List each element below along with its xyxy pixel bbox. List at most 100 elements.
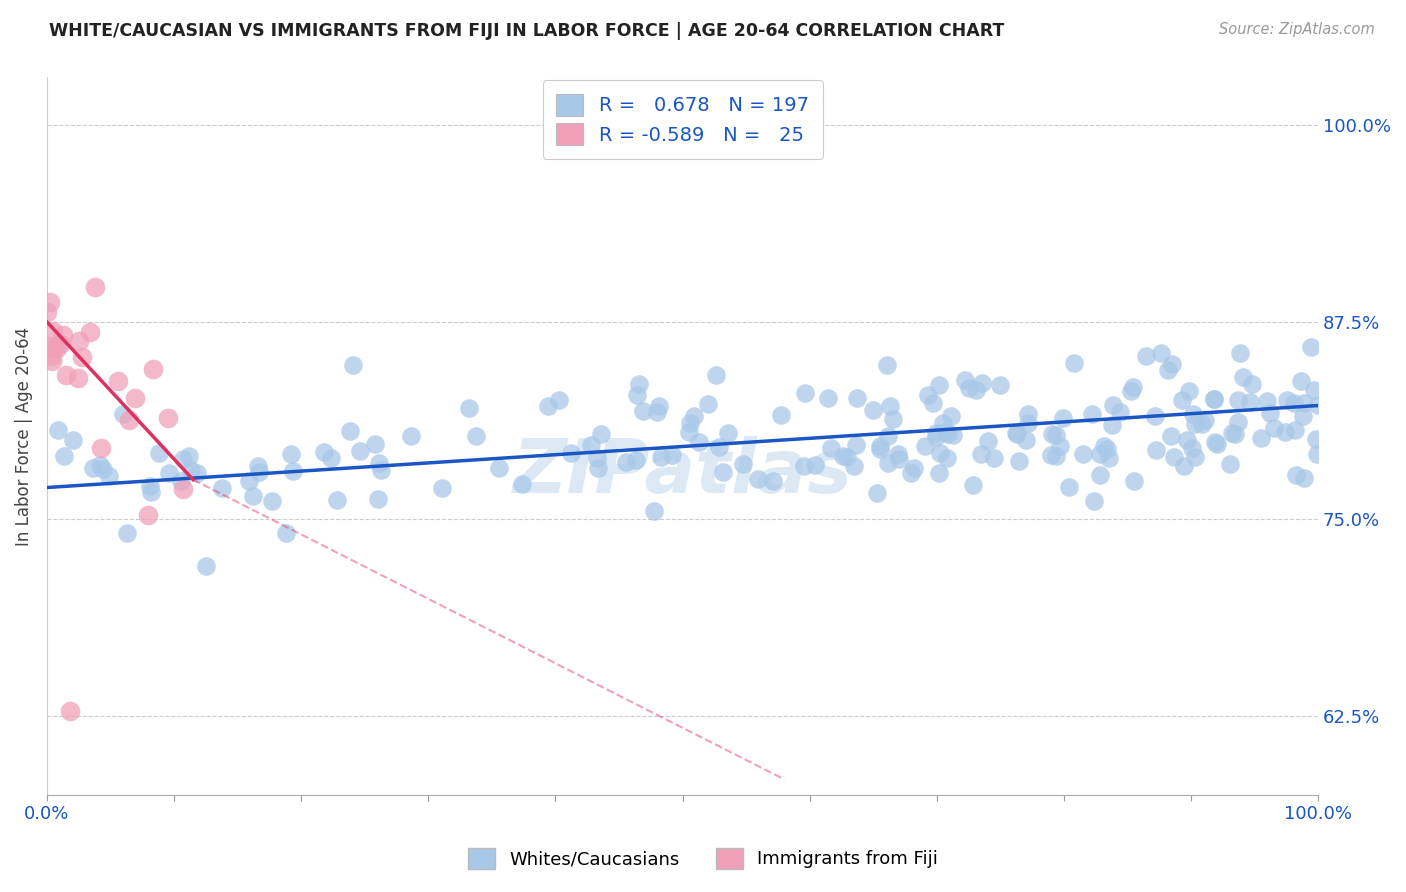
Point [314, 444, 336, 458]
Point [142, 362, 165, 376]
Point [627, 377, 650, 392]
Point [136, 508, 159, 523]
Point [929, 446, 952, 460]
Point [900, 467, 922, 481]
Point [260, 494, 283, 508]
Point [465, 429, 488, 443]
Point [661, 448, 683, 462]
Point [1123, 474, 1146, 488]
Point [793, 459, 815, 474]
Point [280, 447, 302, 461]
Point [1291, 375, 1313, 389]
Point [170, 475, 193, 489]
Point [804, 458, 827, 472]
Point [1204, 434, 1226, 449]
Point [186, 466, 208, 480]
Point [1206, 436, 1229, 450]
Point [932, 417, 955, 431]
Point [876, 358, 898, 372]
Point [977, 434, 1000, 449]
Point [928, 377, 950, 392]
Point [1143, 409, 1166, 423]
Point [706, 368, 728, 382]
Point [139, 485, 162, 500]
Point [711, 466, 734, 480]
Point [488, 461, 510, 475]
Point [510, 476, 533, 491]
Point [211, 482, 233, 496]
Text: WHITE/CAUCASIAN VS IMMIGRANTS FROM FIJI IN LABOR FORCE | AGE 20-64 CORRELATION C: WHITE/CAUCASIAN VS IMMIGRANTS FROM FIJI … [49, 22, 1004, 40]
Point [537, 399, 560, 413]
Point [49, 337, 72, 351]
Point [1083, 494, 1105, 508]
Point [41, 354, 63, 368]
Point [1057, 480, 1080, 494]
Point [1306, 447, 1329, 461]
Point [1098, 450, 1121, 465]
Point [98, 469, 121, 483]
Point [66, 371, 89, 385]
Point [717, 426, 740, 441]
Point [882, 412, 904, 426]
Point [41, 350, 63, 364]
Point [697, 397, 720, 411]
Point [274, 526, 297, 541]
Point [247, 465, 270, 479]
Point [591, 427, 613, 442]
Point [1008, 454, 1031, 468]
Point [869, 442, 891, 456]
Point [925, 426, 948, 441]
Point [1303, 383, 1326, 397]
Point [172, 451, 194, 466]
Legend: R =   0.678   N = 197, R = -0.589   N =   25: R = 0.678 N = 197, R = -0.589 N = 25 [543, 80, 823, 159]
Point [1150, 346, 1173, 360]
Point [831, 449, 853, 463]
Point [46, 423, 69, 437]
Point [39, 339, 62, 353]
Point [82, 460, 104, 475]
Point [117, 525, 139, 540]
Point [52, 450, 75, 464]
Point [928, 466, 950, 480]
Point [988, 377, 1011, 392]
Point [1227, 393, 1250, 408]
Point [689, 434, 711, 449]
Point [1005, 427, 1028, 442]
Point [1040, 448, 1063, 462]
Point [67, 334, 90, 348]
Point [156, 411, 179, 425]
Point [942, 427, 965, 442]
Point [835, 450, 858, 464]
Point [107, 374, 129, 388]
Point [1171, 393, 1194, 408]
Point [1040, 427, 1063, 442]
Point [1305, 432, 1327, 446]
Point [1285, 468, 1308, 483]
Point [46, 341, 69, 355]
Point [935, 450, 957, 465]
Point [846, 391, 869, 405]
Point [1220, 425, 1243, 440]
Point [650, 450, 672, 464]
Point [560, 445, 582, 459]
Point [962, 478, 984, 492]
Point [1017, 407, 1039, 421]
Point [1240, 377, 1263, 392]
Point [89, 458, 111, 473]
Point [1219, 457, 1241, 471]
Point [364, 437, 387, 451]
Point [180, 462, 202, 476]
Point [326, 492, 349, 507]
Point [648, 399, 671, 413]
Point [283, 464, 305, 478]
Point [548, 393, 571, 408]
Point [1184, 417, 1206, 431]
Point [112, 407, 135, 421]
Point [1049, 439, 1071, 453]
Point [84, 280, 107, 294]
Point [1160, 429, 1182, 443]
Point [1202, 392, 1225, 406]
Point [633, 404, 655, 418]
Point [579, 438, 602, 452]
Y-axis label: In Labor Force | Age 20-64: In Labor Force | Age 20-64 [15, 326, 32, 546]
